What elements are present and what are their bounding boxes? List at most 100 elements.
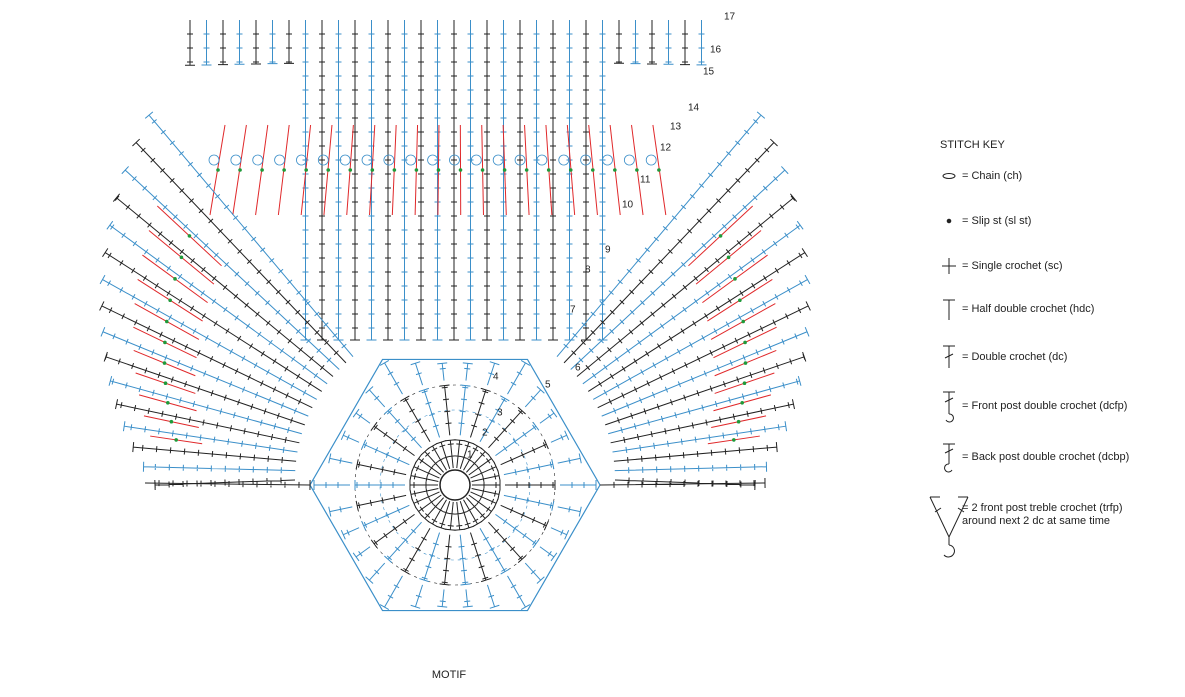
key-label: around next 2 dc at same time	[962, 515, 1110, 527]
stitch-column	[564, 20, 575, 341]
key-symbols	[929, 173, 969, 558]
green-dot	[743, 361, 748, 365]
stitch-column	[469, 387, 491, 438]
stitch-column	[507, 575, 531, 611]
stitch-column	[365, 386, 386, 408]
stitch-column	[500, 439, 549, 466]
stitch-column	[563, 138, 778, 364]
stitch-column	[415, 494, 442, 516]
key-label: = Double crochet (dc)	[962, 351, 1067, 363]
stitch-column	[614, 20, 624, 64]
stitch-column	[614, 461, 768, 474]
stitch-column	[597, 20, 608, 341]
stitch-column	[680, 20, 690, 66]
stitch-column	[350, 20, 360, 341]
stitch-column	[614, 477, 756, 491]
stitch-column	[355, 494, 407, 511]
post-loop	[492, 154, 504, 166]
stitch-column	[472, 480, 501, 490]
stitch-column	[612, 421, 788, 453]
round-label: 16	[710, 45, 722, 56]
stitch-column	[439, 534, 452, 586]
post-loop	[361, 154, 373, 166]
green-dot	[718, 234, 723, 238]
post-loop	[427, 154, 439, 166]
green-dot	[304, 168, 308, 172]
green-dot	[162, 361, 167, 365]
stitch-key: = Chain (ch) = Slip st (sl st) = Single cr…	[962, 170, 1129, 527]
stitch-column	[100, 326, 309, 417]
stitch-column	[410, 584, 424, 609]
stitch-column	[251, 20, 261, 65]
round-label: 7	[570, 305, 576, 316]
stitch-column	[550, 527, 570, 540]
key-label: = Slip st (sl st)	[962, 215, 1031, 227]
post-loop	[558, 154, 570, 166]
green-dot	[238, 168, 242, 172]
stitch-column	[647, 20, 657, 65]
key-label: = Back post double crochet (dcbp)	[962, 451, 1129, 463]
stitch-column	[613, 442, 778, 464]
stitch-column	[462, 362, 473, 381]
stitch-column	[605, 351, 807, 426]
post-loop	[405, 154, 417, 166]
center-ring	[439, 469, 471, 501]
stitch-column	[436, 501, 451, 530]
stitch-column	[328, 506, 353, 517]
stitch-column	[419, 387, 441, 438]
caption: MOTIF	[432, 669, 466, 681]
stitch-column	[470, 491, 499, 509]
stitch-column	[471, 487, 501, 500]
stitch-column	[459, 501, 474, 530]
key-label: = Single crochet (sc)	[962, 260, 1063, 272]
stitch-column	[154, 477, 296, 491]
stitch-column	[379, 575, 403, 611]
green-dot	[741, 319, 746, 324]
stitch-column	[663, 20, 674, 65]
stitch-column	[284, 20, 294, 64]
trfp-symbol	[929, 496, 969, 558]
stitch-column	[102, 248, 323, 392]
stitch-column	[267, 20, 278, 65]
slip-symbol	[946, 218, 952, 224]
stitch-column	[463, 499, 483, 527]
stitch-column	[597, 301, 811, 409]
post-loop	[580, 154, 592, 166]
stitch-column	[488, 521, 526, 564]
green-dot	[726, 255, 731, 260]
stitch-column	[352, 546, 371, 562]
green-dot	[282, 168, 286, 172]
stitch-column	[370, 513, 415, 549]
green-dot	[568, 168, 573, 172]
stitch-column	[142, 461, 296, 474]
stitch-column	[482, 20, 492, 341]
round-label: 10	[622, 200, 634, 211]
stitch-column	[313, 480, 350, 490]
green-dot	[546, 168, 551, 172]
stitch-column	[507, 359, 531, 395]
post-loop	[470, 154, 482, 166]
green-dot	[169, 419, 174, 424]
stitch-column	[470, 461, 499, 479]
stitch-column	[466, 447, 490, 473]
green-dot	[613, 168, 617, 172]
stitch-column	[466, 497, 490, 523]
green-dot	[458, 168, 463, 172]
stitch-column	[437, 362, 448, 381]
stitch-column	[409, 480, 438, 490]
stitch-column	[416, 20, 426, 341]
green-dot	[732, 438, 736, 442]
post-loop	[449, 154, 460, 166]
green-dot	[738, 298, 742, 303]
stitch-column	[458, 384, 471, 436]
stitch-column	[411, 491, 440, 509]
stitch-column	[503, 459, 555, 476]
stitch-column	[103, 351, 305, 426]
stitch-column	[328, 453, 353, 464]
stitch-column	[112, 193, 334, 377]
green-dot	[174, 438, 178, 442]
stitch-column	[500, 504, 549, 531]
post-loop	[339, 154, 351, 166]
green-dot	[370, 168, 375, 172]
stitch-column	[570, 166, 789, 370]
